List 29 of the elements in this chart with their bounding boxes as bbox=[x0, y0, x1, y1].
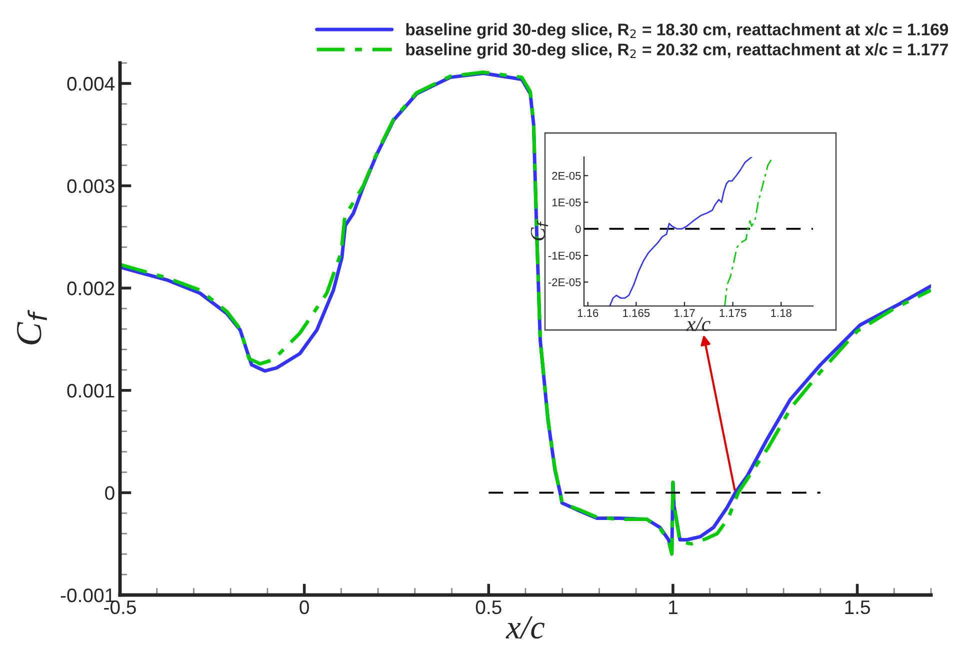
y-tick-label: 0 bbox=[105, 486, 114, 500]
legend-label: baseline grid 30-deg slice, R$_{2}$ = 20.32 cm, reattachment at x/c = 1.177 bbox=[406, 43, 948, 59]
x-tick-label: -0.5 bbox=[104, 600, 136, 614]
y-tick-label: 1E-05 bbox=[552, 198, 581, 206]
legend-label: baseline grid 30-deg slice, R$_{2}$ = 18.30 cm, reattachment at x/c = 1.169 bbox=[406, 23, 948, 39]
x-tick-label: 1.5 bbox=[845, 600, 870, 614]
y-tick-label: 0.003 bbox=[67, 179, 114, 194]
line-series bbox=[724, 157, 774, 306]
y-tick-label: 0.001 bbox=[67, 384, 114, 398]
x-tick-label: 0 bbox=[300, 600, 309, 614]
y-tick-label: -1E-05 bbox=[548, 252, 581, 260]
x-tick-label: 1.165 bbox=[623, 309, 650, 317]
y-tick-label: 0.004 bbox=[67, 76, 115, 91]
y-tick-label: -2E-05 bbox=[548, 278, 581, 286]
x-tick-label: 1.17 bbox=[674, 309, 695, 317]
x-tick-label: 1 bbox=[669, 600, 678, 614]
y-tick-label: -0.001 bbox=[60, 588, 114, 602]
y-tick-label: 0 bbox=[575, 225, 581, 233]
x-tick-label: 1.175 bbox=[720, 309, 746, 317]
line-series bbox=[609, 157, 752, 306]
x-tick-label: 1.16 bbox=[578, 309, 598, 317]
y-tick-label: 0.002 bbox=[67, 282, 114, 296]
x-axis-title: x/c bbox=[686, 317, 710, 332]
y-tick-label: 2E-05 bbox=[552, 172, 581, 180]
x-axis-title: x/c bbox=[506, 616, 545, 639]
y-axis-title: C$_{f}$ bbox=[17, 310, 47, 344]
x-tick-label: 0.5 bbox=[476, 600, 502, 614]
y-axis-title: C$_{f}$ bbox=[530, 220, 548, 240]
x-tick-label: 1.18 bbox=[771, 309, 792, 317]
